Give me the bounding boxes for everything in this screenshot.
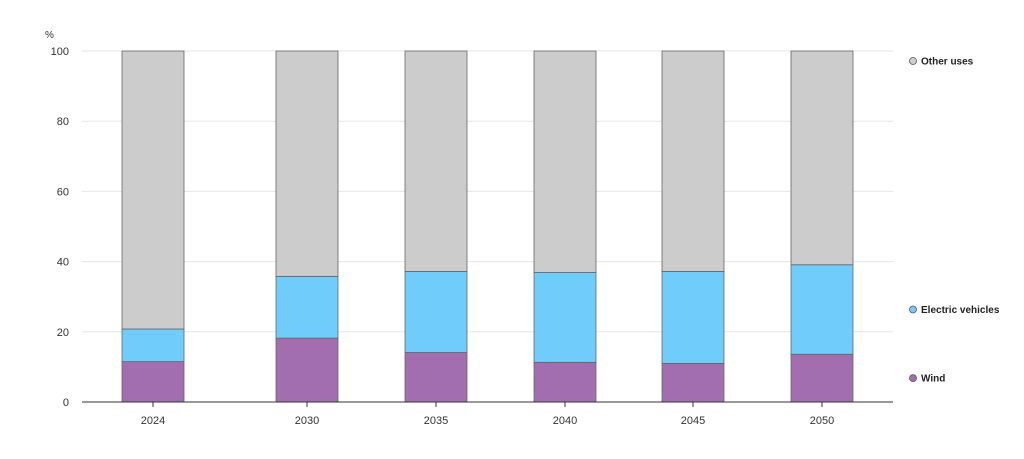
x-tick-label: 2045 bbox=[681, 415, 705, 427]
x-tick-label: 2050 bbox=[810, 415, 834, 427]
bar-segment-electric-vehicles bbox=[404, 271, 468, 353]
bar-segment-wind bbox=[533, 361, 597, 403]
y-tick-label: 100 bbox=[51, 46, 69, 58]
legend-item-wind: Wind bbox=[909, 374, 945, 385]
bar-segment-wind bbox=[404, 352, 468, 403]
bar-segment-other-uses bbox=[275, 50, 339, 277]
y-axis-unit-label: % bbox=[45, 30, 54, 41]
bar-segment-electric-vehicles bbox=[790, 264, 854, 355]
x-tick-label: 2040 bbox=[553, 415, 577, 427]
bar-segment-other-uses bbox=[661, 50, 725, 272]
x-tick-label: 2035 bbox=[424, 415, 448, 427]
legend-label: Other uses bbox=[921, 57, 974, 68]
x-tick-label: 2030 bbox=[295, 415, 319, 427]
bars bbox=[121, 50, 854, 403]
bar-segment-electric-vehicles bbox=[533, 272, 597, 363]
legend-item-other-uses: Other uses bbox=[909, 57, 974, 68]
y-tick-label: 80 bbox=[57, 116, 69, 128]
legend-swatch bbox=[909, 57, 917, 65]
y-tick-label: 20 bbox=[57, 327, 69, 339]
bar-segment-wind bbox=[790, 353, 854, 403]
bar-segment-wind bbox=[275, 337, 339, 403]
legend-item-electric-vehicles: Electric vehicles bbox=[909, 305, 1000, 316]
y-tick-label: 0 bbox=[63, 397, 69, 409]
y-tick-label: 60 bbox=[57, 186, 69, 198]
legend-label: Electric vehicles bbox=[921, 305, 1000, 316]
bar-segment-electric-vehicles bbox=[661, 271, 725, 364]
legend: Wind Electric vehicles Other uses bbox=[909, 57, 1000, 385]
x-tick-label: 2024 bbox=[141, 415, 165, 427]
bar-segment-electric-vehicles bbox=[275, 275, 339, 339]
legend-swatch bbox=[909, 305, 917, 314]
bar-segment-wind bbox=[661, 362, 725, 403]
bar-segment-other-uses bbox=[121, 50, 185, 330]
bar-segment-other-uses bbox=[790, 50, 854, 266]
legend-swatch bbox=[909, 374, 917, 383]
bar-segment-wind bbox=[121, 361, 185, 403]
x-axis-ticks: 2024 2030 2035 2040 2045 2050 bbox=[141, 402, 834, 427]
legend-label: Wind bbox=[921, 374, 945, 385]
bar-segment-electric-vehicles bbox=[121, 328, 185, 363]
y-axis-ticks: 0 20 40 60 80 100 bbox=[51, 46, 69, 409]
y-tick-label: 40 bbox=[57, 257, 69, 269]
gridlines bbox=[82, 50, 893, 333]
bar-segment-other-uses bbox=[533, 50, 597, 273]
bar-segment-other-uses bbox=[404, 50, 468, 272]
